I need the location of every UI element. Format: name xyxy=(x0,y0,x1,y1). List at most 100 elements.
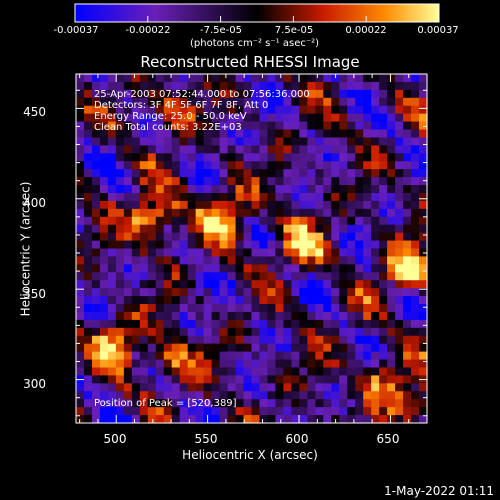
heatmap-cell xyxy=(227,121,237,131)
heatmap-cell xyxy=(363,264,372,273)
heatmap-cell xyxy=(227,161,237,170)
heatmap-cell xyxy=(371,185,380,194)
heatmap-cell xyxy=(131,335,141,345)
heatmap-cell xyxy=(91,272,101,281)
heatmap-cell xyxy=(99,81,109,91)
heatmap-cell xyxy=(91,200,101,210)
heatmap-cell xyxy=(107,177,117,186)
heatmap-cell xyxy=(83,256,93,265)
heatmap-cell xyxy=(403,208,412,218)
heatmap-cell xyxy=(115,192,125,202)
heatmap-cell xyxy=(363,192,372,202)
heatmap-cell xyxy=(355,359,364,369)
heatmap-cell xyxy=(131,161,141,170)
heatmap-cell xyxy=(99,343,109,353)
heatmap-cell xyxy=(203,97,213,107)
heatmap-cell xyxy=(315,415,324,424)
heatmap-cell xyxy=(331,161,340,170)
heatmap-cell xyxy=(323,296,332,305)
heatmap-cell xyxy=(283,192,292,202)
heatmap-cell xyxy=(107,105,117,115)
heatmap-cell xyxy=(76,224,85,234)
heatmap-cell xyxy=(179,97,189,107)
heatmap-cell xyxy=(259,367,269,377)
heatmap-cell xyxy=(227,304,237,313)
heatmap-cell xyxy=(163,391,173,400)
heatmap-cell xyxy=(235,113,245,123)
heatmap-cell xyxy=(139,367,149,377)
heatmap-cell xyxy=(275,327,285,337)
heatmap-cell xyxy=(147,319,157,329)
heatmap-cell xyxy=(179,319,189,329)
heatmap-cell xyxy=(83,232,93,242)
heatmap-cell xyxy=(347,296,356,305)
heatmap-cell xyxy=(283,224,292,234)
heatmap-cell xyxy=(123,137,133,146)
heatmap-cell xyxy=(315,311,324,321)
heatmap-cell xyxy=(291,89,300,99)
heatmap-cell xyxy=(195,383,205,392)
heatmap-cell xyxy=(403,391,412,400)
heatmap-cell xyxy=(419,145,428,154)
heatmap-cell xyxy=(179,264,189,273)
heatmap-cell xyxy=(99,264,109,273)
heatmap-cell xyxy=(267,216,277,226)
heatmap-cell xyxy=(387,335,396,345)
heatmap-cell xyxy=(107,311,117,321)
heatmap-cell xyxy=(163,264,173,273)
heatmap-cell xyxy=(195,319,205,329)
heatmap-cell xyxy=(163,288,173,297)
heatmap-cell xyxy=(83,89,93,99)
heatmap-cell xyxy=(275,311,285,321)
heatmap-cell xyxy=(379,153,388,162)
heatmap-cell xyxy=(387,359,396,369)
heatmap-cell xyxy=(163,319,173,329)
heatmap-cell xyxy=(195,248,205,258)
heatmap-cell xyxy=(267,232,277,242)
heatmap-cell xyxy=(76,359,85,369)
heatmap-cell xyxy=(115,288,125,297)
heatmap-cell xyxy=(267,240,277,250)
heatmap-cell xyxy=(147,288,157,297)
heatmap-cell xyxy=(171,367,181,377)
heatmap-cell xyxy=(419,169,428,178)
heatmap-cell xyxy=(395,375,404,384)
heatmap-cell xyxy=(243,375,253,384)
heatmap-cell xyxy=(139,304,149,313)
heatmap-cell xyxy=(419,121,428,131)
heatmap-cell xyxy=(107,407,117,416)
heatmap-cell xyxy=(379,161,388,170)
heatmap-cell xyxy=(131,74,141,83)
heatmap-cell xyxy=(347,81,356,91)
heatmap-cell xyxy=(179,192,189,202)
heatmap-cell xyxy=(307,335,316,345)
heatmap-cell xyxy=(419,311,428,321)
heatmap-cell xyxy=(195,272,205,281)
heatmap-cell xyxy=(171,327,181,337)
heatmap-cell xyxy=(115,129,125,139)
heatmap-cell xyxy=(323,208,332,218)
heatmap-cell xyxy=(275,137,285,146)
heatmap-cell xyxy=(243,399,253,408)
heatmap-cell xyxy=(107,208,117,218)
heatmap-cell xyxy=(331,311,340,321)
heatmap-cell xyxy=(243,391,253,400)
heatmap-cell xyxy=(211,391,221,400)
heatmap-cell xyxy=(259,129,269,139)
heatmap-cell xyxy=(195,280,205,289)
heatmap-cell xyxy=(395,192,404,202)
heatmap-cell xyxy=(131,415,141,424)
heatmap-cell xyxy=(275,375,285,384)
heatmap-cell xyxy=(235,319,245,329)
heatmap-cell xyxy=(171,81,181,91)
heatmap-cell xyxy=(211,89,221,99)
heatmap-cell xyxy=(323,169,332,178)
heatmap-cell xyxy=(163,169,173,178)
y-tick-label: 350 xyxy=(23,287,46,301)
heatmap-cell xyxy=(315,367,324,377)
heatmap-cell xyxy=(387,216,396,226)
heatmap-cell xyxy=(123,264,133,273)
heatmap-cell xyxy=(131,232,141,242)
heatmap-cell xyxy=(419,383,428,392)
heatmap-cell xyxy=(259,224,269,234)
